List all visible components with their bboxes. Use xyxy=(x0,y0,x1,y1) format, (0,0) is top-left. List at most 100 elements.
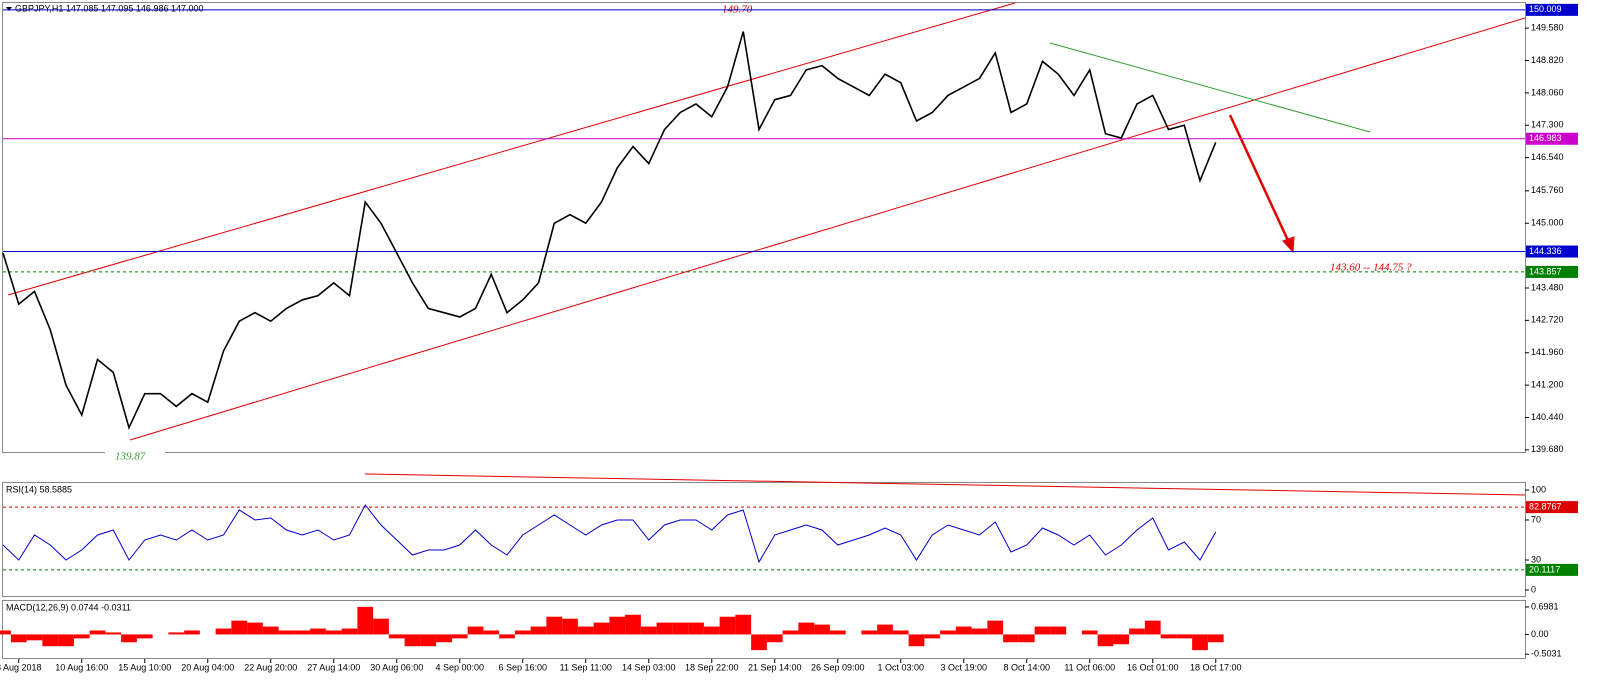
y-tick-label: 0 xyxy=(1531,584,1536,594)
x-tick-label: 18 Sep 22:00 xyxy=(685,662,739,672)
histogram-bar xyxy=(861,630,878,635)
series-line xyxy=(2,504,1217,564)
level-box xyxy=(1526,501,1578,514)
histogram-bar xyxy=(1050,626,1067,635)
low-annotation: 139.87 xyxy=(115,451,146,463)
level-box xyxy=(1526,563,1578,576)
y-tick-label: 141.960 xyxy=(1531,347,1564,357)
y-tick-label: 141.200 xyxy=(1531,379,1564,389)
menu-triangle xyxy=(6,7,12,11)
histogram-bar xyxy=(184,630,200,635)
histogram-bar xyxy=(231,620,248,635)
x-tick-label: 11 Sep 11:00 xyxy=(560,662,612,672)
histogram-bar xyxy=(325,630,342,635)
y-tick-label: 148.820 xyxy=(1531,55,1564,65)
level-box xyxy=(1526,132,1578,145)
histogram-bar xyxy=(341,628,358,635)
histogram-bar xyxy=(483,630,500,635)
y-tick-label: 145.760 xyxy=(1531,185,1564,195)
histogram-bar xyxy=(436,634,452,643)
target-annotation: 143.60 -- 144.75 ? xyxy=(1330,262,1412,274)
histogram-bar xyxy=(451,634,468,639)
histogram-bar xyxy=(656,622,673,635)
histogram-bar xyxy=(1003,634,1019,643)
histogram-bar xyxy=(1160,634,1177,639)
histogram-bar xyxy=(420,634,437,647)
x-tick-label: 16 Oct 01:00 xyxy=(1127,662,1179,672)
x-tick-label: 21 Sep 14:00 xyxy=(748,662,802,672)
histogram-bar xyxy=(703,626,720,635)
histogram-bar xyxy=(593,622,610,635)
histogram-bar xyxy=(499,634,515,639)
y-tick-label: 143.480 xyxy=(1531,282,1564,292)
y-tick-label: 100 xyxy=(1531,484,1546,494)
level-box xyxy=(1526,3,1578,16)
histogram-bar xyxy=(940,630,956,635)
level-label: 150.009 xyxy=(1529,4,1562,14)
histogram-bar xyxy=(1129,628,1145,635)
histogram-bar xyxy=(278,630,295,635)
x-tick-label: 8 Aug 2018 xyxy=(0,662,42,672)
histogram-bar xyxy=(829,630,846,635)
y-tick-label: 146.540 xyxy=(1531,152,1564,162)
y-tick-label: 142.720 xyxy=(1531,315,1564,325)
histogram-bar xyxy=(1144,620,1161,635)
histogram-bar xyxy=(10,634,27,643)
histogram-bar xyxy=(577,626,594,635)
x-tick-label: 14 Sep 03:00 xyxy=(622,662,676,672)
rsi-trendline xyxy=(364,473,1526,496)
histogram-bar xyxy=(215,628,232,635)
x-tick-label: 15 Aug 10:00 xyxy=(118,662,171,672)
histogram-bar xyxy=(73,634,90,639)
y-tick-label: 147.300 xyxy=(1531,120,1564,130)
y-tick-label: 149.580 xyxy=(1531,23,1564,33)
histogram-bar xyxy=(0,630,11,635)
histogram-bar xyxy=(42,634,59,647)
x-tick-label: 18 Oct 17:00 xyxy=(1190,662,1242,672)
histogram-bar xyxy=(798,622,815,635)
histogram-bar xyxy=(310,628,326,635)
histogram-bar xyxy=(735,614,752,635)
histogram-bar xyxy=(908,634,925,647)
histogram-bar xyxy=(89,630,106,635)
rsi-panel xyxy=(2,482,1526,597)
symbol-header: GBPJPY,H1 147.085 147.095 146.986 147.00… xyxy=(15,3,204,13)
level-label: 146.983 xyxy=(1529,133,1562,143)
x-tick-label: 6 Sep 16:00 xyxy=(498,662,547,672)
histogram-bar xyxy=(877,624,893,635)
histogram-bar xyxy=(892,630,909,635)
histogram-bar xyxy=(1192,634,1208,651)
label-bg xyxy=(105,450,165,464)
x-tick-label: 8 Oct 14:00 xyxy=(1003,662,1050,672)
histogram-bar xyxy=(26,634,43,641)
x-tick-label: 20 Aug 04:00 xyxy=(181,662,234,672)
series-line xyxy=(2,31,1217,431)
histogram-bar xyxy=(924,634,941,639)
histogram-bar xyxy=(562,618,578,635)
macd-panel xyxy=(2,600,1526,659)
histogram-bar xyxy=(105,632,122,635)
histogram-bar xyxy=(388,634,405,639)
x-tick-label: 27 Aug 14:00 xyxy=(307,662,360,672)
histogram-bar xyxy=(625,614,641,635)
y-tick-label: 0.00 xyxy=(1531,629,1549,639)
histogram-bar xyxy=(136,634,153,639)
histogram-bar xyxy=(640,626,657,635)
histogram-bar xyxy=(688,622,704,635)
trendlines xyxy=(7,2,1526,496)
histogram-bar xyxy=(1207,634,1224,643)
histogram-bar xyxy=(609,616,626,635)
histogram-bar xyxy=(955,626,972,635)
level-box xyxy=(1526,245,1578,258)
x-tick-label: 10 Aug 16:00 xyxy=(55,662,108,672)
x-tick-label: 22 Aug 20:00 xyxy=(244,662,297,672)
histogram-bar xyxy=(1034,626,1051,635)
arrow-head xyxy=(1282,236,1295,254)
y-tick-label: 140.440 xyxy=(1531,412,1564,422)
arrow-shaft xyxy=(1228,114,1293,248)
x-tick-label: 30 Aug 06:00 xyxy=(370,662,423,672)
histogram-bar xyxy=(404,634,421,647)
channel-lower xyxy=(129,17,1526,441)
x-tick-label: 4 Sep 00:00 xyxy=(435,662,484,672)
